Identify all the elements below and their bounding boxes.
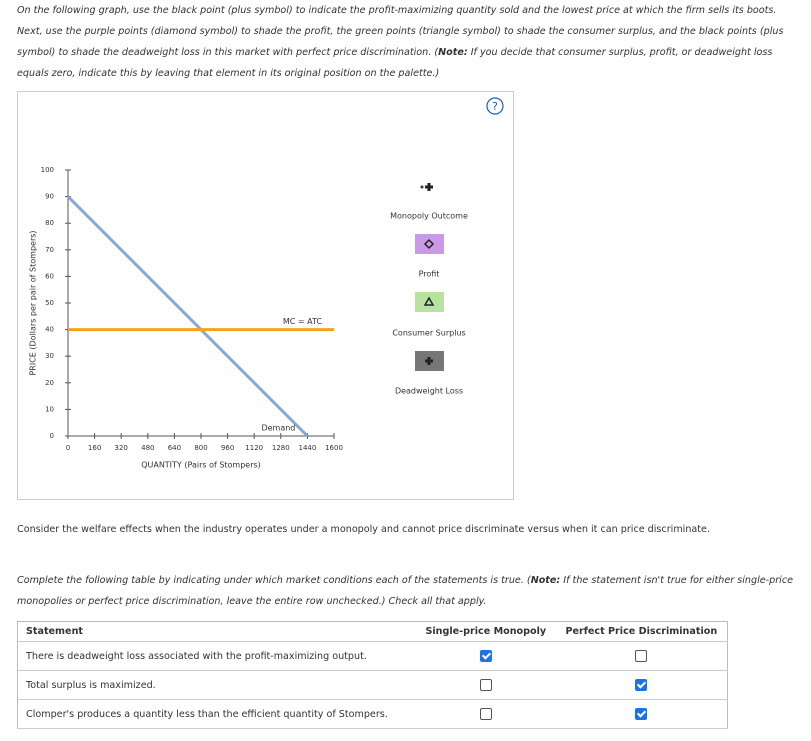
x-tick-label: 1120 <box>245 444 263 452</box>
check-cell <box>555 699 728 729</box>
chart: ? PRICE (Dollars per pair of Stompers) Q… <box>29 97 504 470</box>
y-tick-label: 50 <box>45 299 54 307</box>
graph-panel: ? PRICE (Dollars per pair of Stompers) Q… <box>17 91 514 500</box>
x-tick-label: 1440 <box>298 444 316 452</box>
checkbox[interactable] <box>479 679 492 691</box>
series-line <box>66 195 309 438</box>
palette-label: Profit <box>419 270 440 279</box>
table-row: Clomper's produces a quantity less than … <box>17 699 728 729</box>
monopoly-outcome-tool[interactable] <box>420 183 434 191</box>
line-label: Demand <box>261 424 295 433</box>
x-tick-label: 160 <box>88 444 101 452</box>
check-cell <box>416 641 556 671</box>
x-tick-label: 0 <box>66 444 70 452</box>
instructions: On the following graph, use the black po… <box>17 0 797 84</box>
y-tick-label: 60 <box>45 272 54 280</box>
statement: Total surplus is maximized. <box>17 670 416 700</box>
text: Complete the following table by indicati… <box>17 575 531 586</box>
help-icon[interactable]: ? <box>492 100 498 113</box>
question: Consider the welfare effects when the in… <box>17 524 710 535</box>
text: If you decide that consumer surplus, pro… <box>17 47 773 79</box>
statement: Clomper's produces a quantity less than … <box>17 699 416 729</box>
y-tick-label: 100 <box>41 166 54 174</box>
header-cell: Perfect Price Discrimination <box>555 621 728 642</box>
y-axis-title: PRICE (Dollars per pair of Stompers) <box>29 230 38 375</box>
y-tick-label: 30 <box>45 352 54 360</box>
text: On the following graph, use the black po… <box>17 5 784 58</box>
check-cell <box>555 670 728 700</box>
y-tick-label: 90 <box>45 193 54 201</box>
y-tick-label: 70 <box>45 246 54 254</box>
table: Statement Single-price Monopoly Perfect … <box>17 621 728 729</box>
check-cell <box>555 641 728 671</box>
plus-icon <box>425 357 433 365</box>
header-cell: Statement <box>17 621 416 642</box>
checkbox[interactable] <box>635 650 648 662</box>
x-tick-label: 640 <box>168 444 181 452</box>
y-tick-label: 20 <box>45 379 54 387</box>
text: If the statement isn't true for either s… <box>17 575 794 607</box>
header-cell: Single-price Monopoly <box>416 621 556 642</box>
x-axis-title: QUANTITY (Pairs of Stompers) <box>141 461 261 470</box>
note: Note: <box>438 47 468 58</box>
table-instructions: Complete the following table by indicati… <box>17 570 797 612</box>
note: Note: <box>530 575 561 586</box>
palette-label: Deadweight Loss <box>395 387 463 396</box>
table-body: There is deadweight loss associated with… <box>17 641 728 729</box>
consumer-surplus-tool[interactable] <box>415 292 444 312</box>
x-tick-label: 1600 <box>325 444 343 452</box>
triangle-icon <box>423 296 435 306</box>
y-tick-label: 80 <box>45 219 54 227</box>
diamond-icon <box>423 238 435 250</box>
x-tick-label: 800 <box>194 444 207 452</box>
check-cell <box>416 670 556 700</box>
x-tick-label: 480 <box>141 444 154 452</box>
x-tick-label: 960 <box>221 444 234 452</box>
checkbox[interactable] <box>635 679 648 691</box>
x-tick-label: 1280 <box>272 444 290 452</box>
statement: There is deadweight loss associated with… <box>17 641 416 671</box>
y-tick-label: 0 <box>50 432 54 440</box>
line-label: MC = ATC <box>283 317 323 326</box>
help-button[interactable] <box>486 97 504 115</box>
table-row: Total surplus is maximized. <box>17 670 728 700</box>
x-tick-label: 320 <box>115 444 128 452</box>
profit-tool[interactable] <box>415 234 444 254</box>
checkbox[interactable] <box>635 708 648 720</box>
table-row: There is deadweight loss associated with… <box>17 641 728 671</box>
header-row: Statement Single-price Monopoly Perfect … <box>17 621 728 642</box>
y-tick-label: 10 <box>45 405 54 413</box>
checkbox[interactable] <box>479 708 492 720</box>
y-tick-label: 40 <box>45 326 54 334</box>
checkbox[interactable] <box>479 650 492 662</box>
palette-label: Monopoly Outcome <box>390 212 468 221</box>
check-cell <box>416 699 556 729</box>
palette-label: Consumer Surplus <box>392 329 465 338</box>
palette: Monopoly Outcome Profit Consumer Surplus… <box>390 183 468 396</box>
